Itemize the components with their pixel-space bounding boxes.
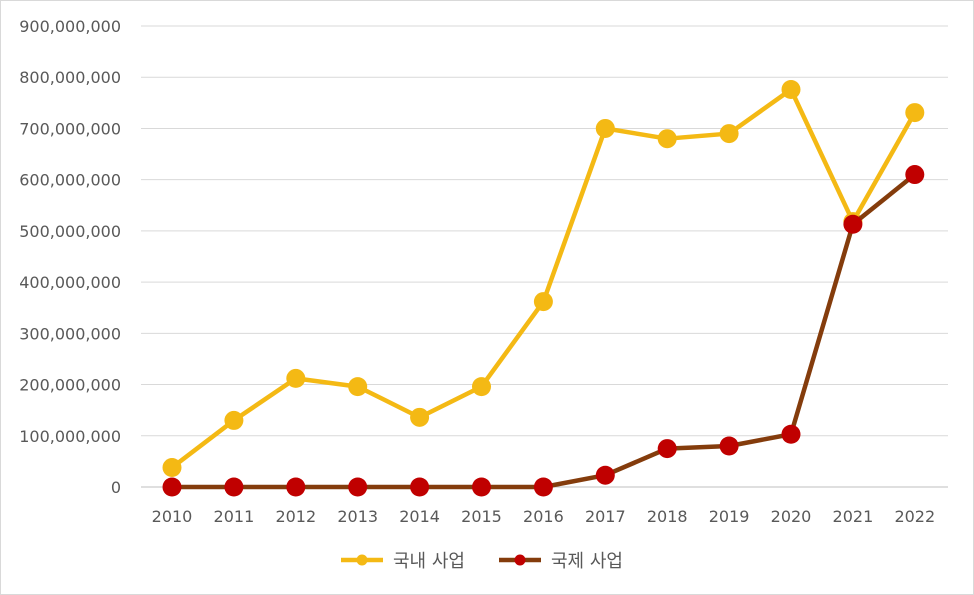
x-tick-label: 2014 [399,507,440,526]
gridlines [141,25,948,488]
data-point-series-1 [595,118,615,138]
data-point-series-1 [410,407,430,427]
data-point-series-1 [533,292,553,312]
x-tick-label: 2011 [214,507,255,526]
data-point-series-2 [595,465,615,485]
data-point-series-1 [905,103,925,123]
data-point-series-1 [348,377,368,397]
x-tick-label: 2022 [894,507,935,526]
data-point-series-2 [843,214,863,234]
y-tick-label: 800,000,000 [19,68,121,87]
y-tick-label: 700,000,000 [19,119,121,138]
legend: 국내 사업 국제 사업 [341,551,623,572]
data-point-series-2 [719,436,739,456]
legend-marker-1 [356,554,368,566]
data-point-series-2 [657,439,677,459]
x-tick-label: 2010 [152,507,193,526]
legend-label-1: 국내 사업 [393,551,465,572]
series-line-2 [169,172,918,490]
data-point-series-2 [533,477,553,497]
y-axis-ticks: 0 100,000,000 200,000,000 300,000,000 400,00… [19,17,121,497]
data-point-series-2 [905,165,925,185]
y-tick-label: 100,000,000 [19,427,121,446]
x-tick-label: 2012 [275,507,316,526]
data-point-series-1 [162,458,182,478]
series-group [162,80,925,497]
y-tick-label: 200,000,000 [19,376,121,395]
x-tick-label: 2013 [337,507,378,526]
x-tick-label: 2021 [833,507,874,526]
x-tick-label: 2019 [709,507,750,526]
y-tick-label: 300,000,000 [19,324,121,343]
x-tick-label: 2016 [523,507,564,526]
legend-marker-2 [514,554,526,566]
data-point-series-2 [224,477,244,497]
y-tick-label: 500,000,000 [19,222,121,241]
x-tick-label: 2020 [771,507,812,526]
data-point-series-1 [657,129,677,149]
data-point-series-2 [781,424,801,444]
data-point-series-2 [472,477,491,497]
y-tick-label: 0 [111,478,121,497]
y-tick-label: 900,000,000 [19,17,121,36]
x-tick-label: 2015 [461,507,502,526]
y-tick-label: 600,000,000 [19,171,121,190]
data-point-series-2 [410,477,430,497]
data-point-series-2 [286,477,306,497]
x-tick-label: 2017 [585,507,626,526]
legend-label-2: 국제 사업 [551,551,623,572]
data-point-series-1 [286,368,306,388]
data-point-series-1 [224,410,244,430]
data-point-series-1 [472,377,491,397]
data-point-series-1 [781,80,801,100]
y-tick-label: 400,000,000 [19,273,121,292]
x-tick-label: 2018 [647,507,688,526]
x-axis-ticks: 2010 2011 2012 2013 2014 2015 2016 2017 2018 2019… [152,507,936,526]
series-line-1 [169,87,918,470]
data-point-series-2 [348,477,368,497]
data-point-series-2 [162,477,182,497]
data-point-series-1 [719,124,739,144]
